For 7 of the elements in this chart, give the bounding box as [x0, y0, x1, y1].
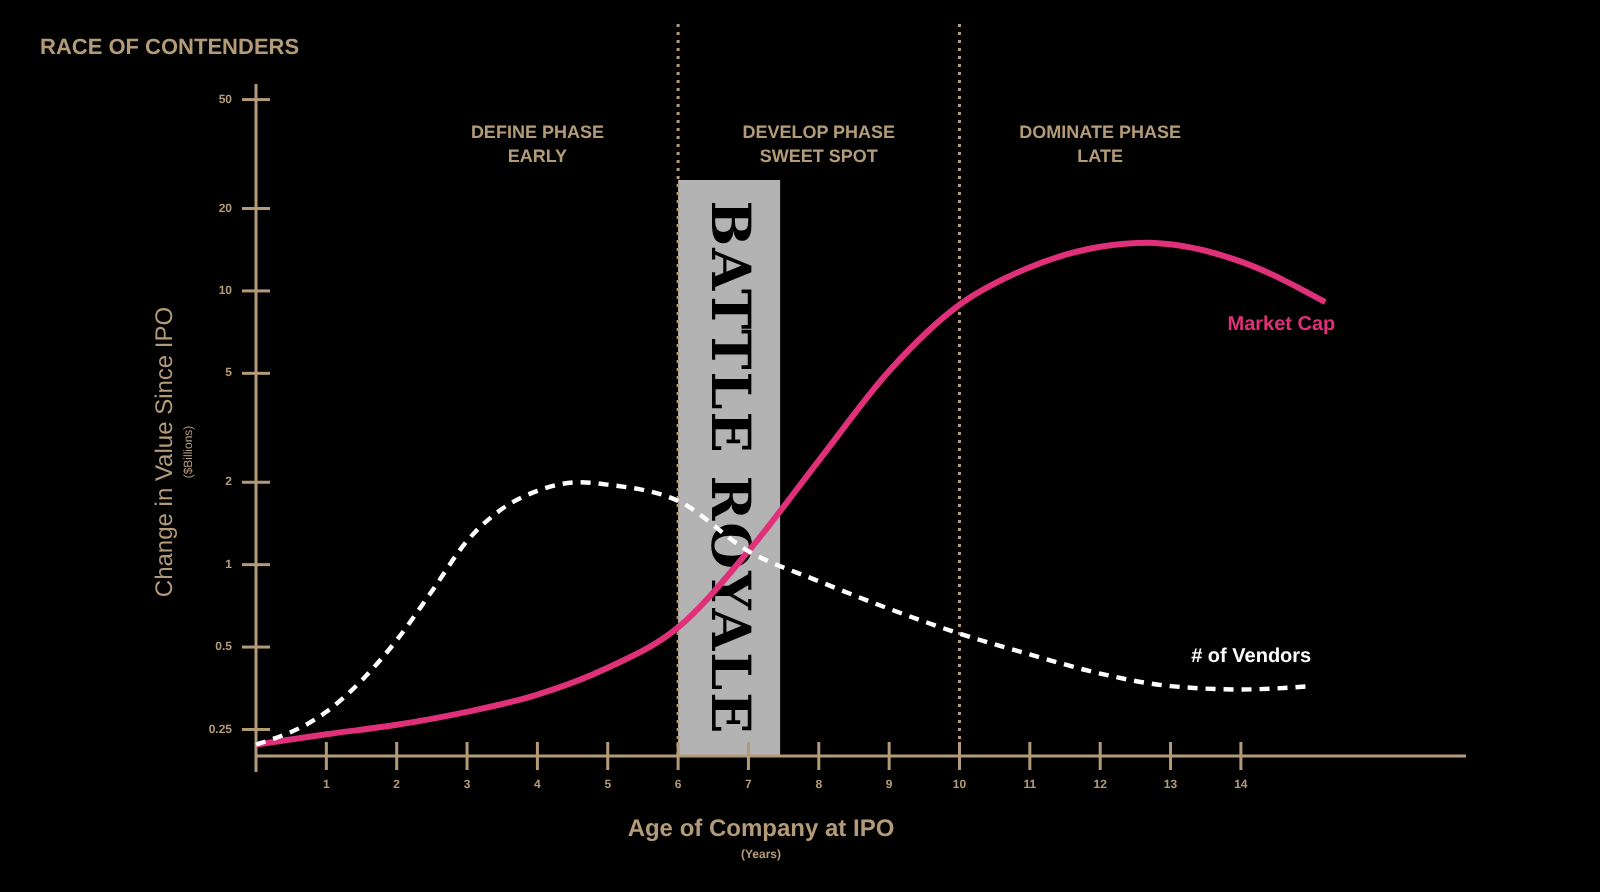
band-label: BATTLE ROYALE: [698, 200, 761, 736]
annotation: DEFINE PHASE EARLY: [470, 122, 604, 166]
series-label: Market Cap: [1227, 314, 1336, 337]
chart-title: RACE OF CONTENDERS: [40, 36, 300, 60]
annotation: DOMINATE PHASE LATE: [1019, 122, 1182, 166]
annotation: DEVELOP PHASE SWEET SPOT: [742, 122, 896, 166]
series-label: # of Vendors: [1191, 646, 1313, 669]
